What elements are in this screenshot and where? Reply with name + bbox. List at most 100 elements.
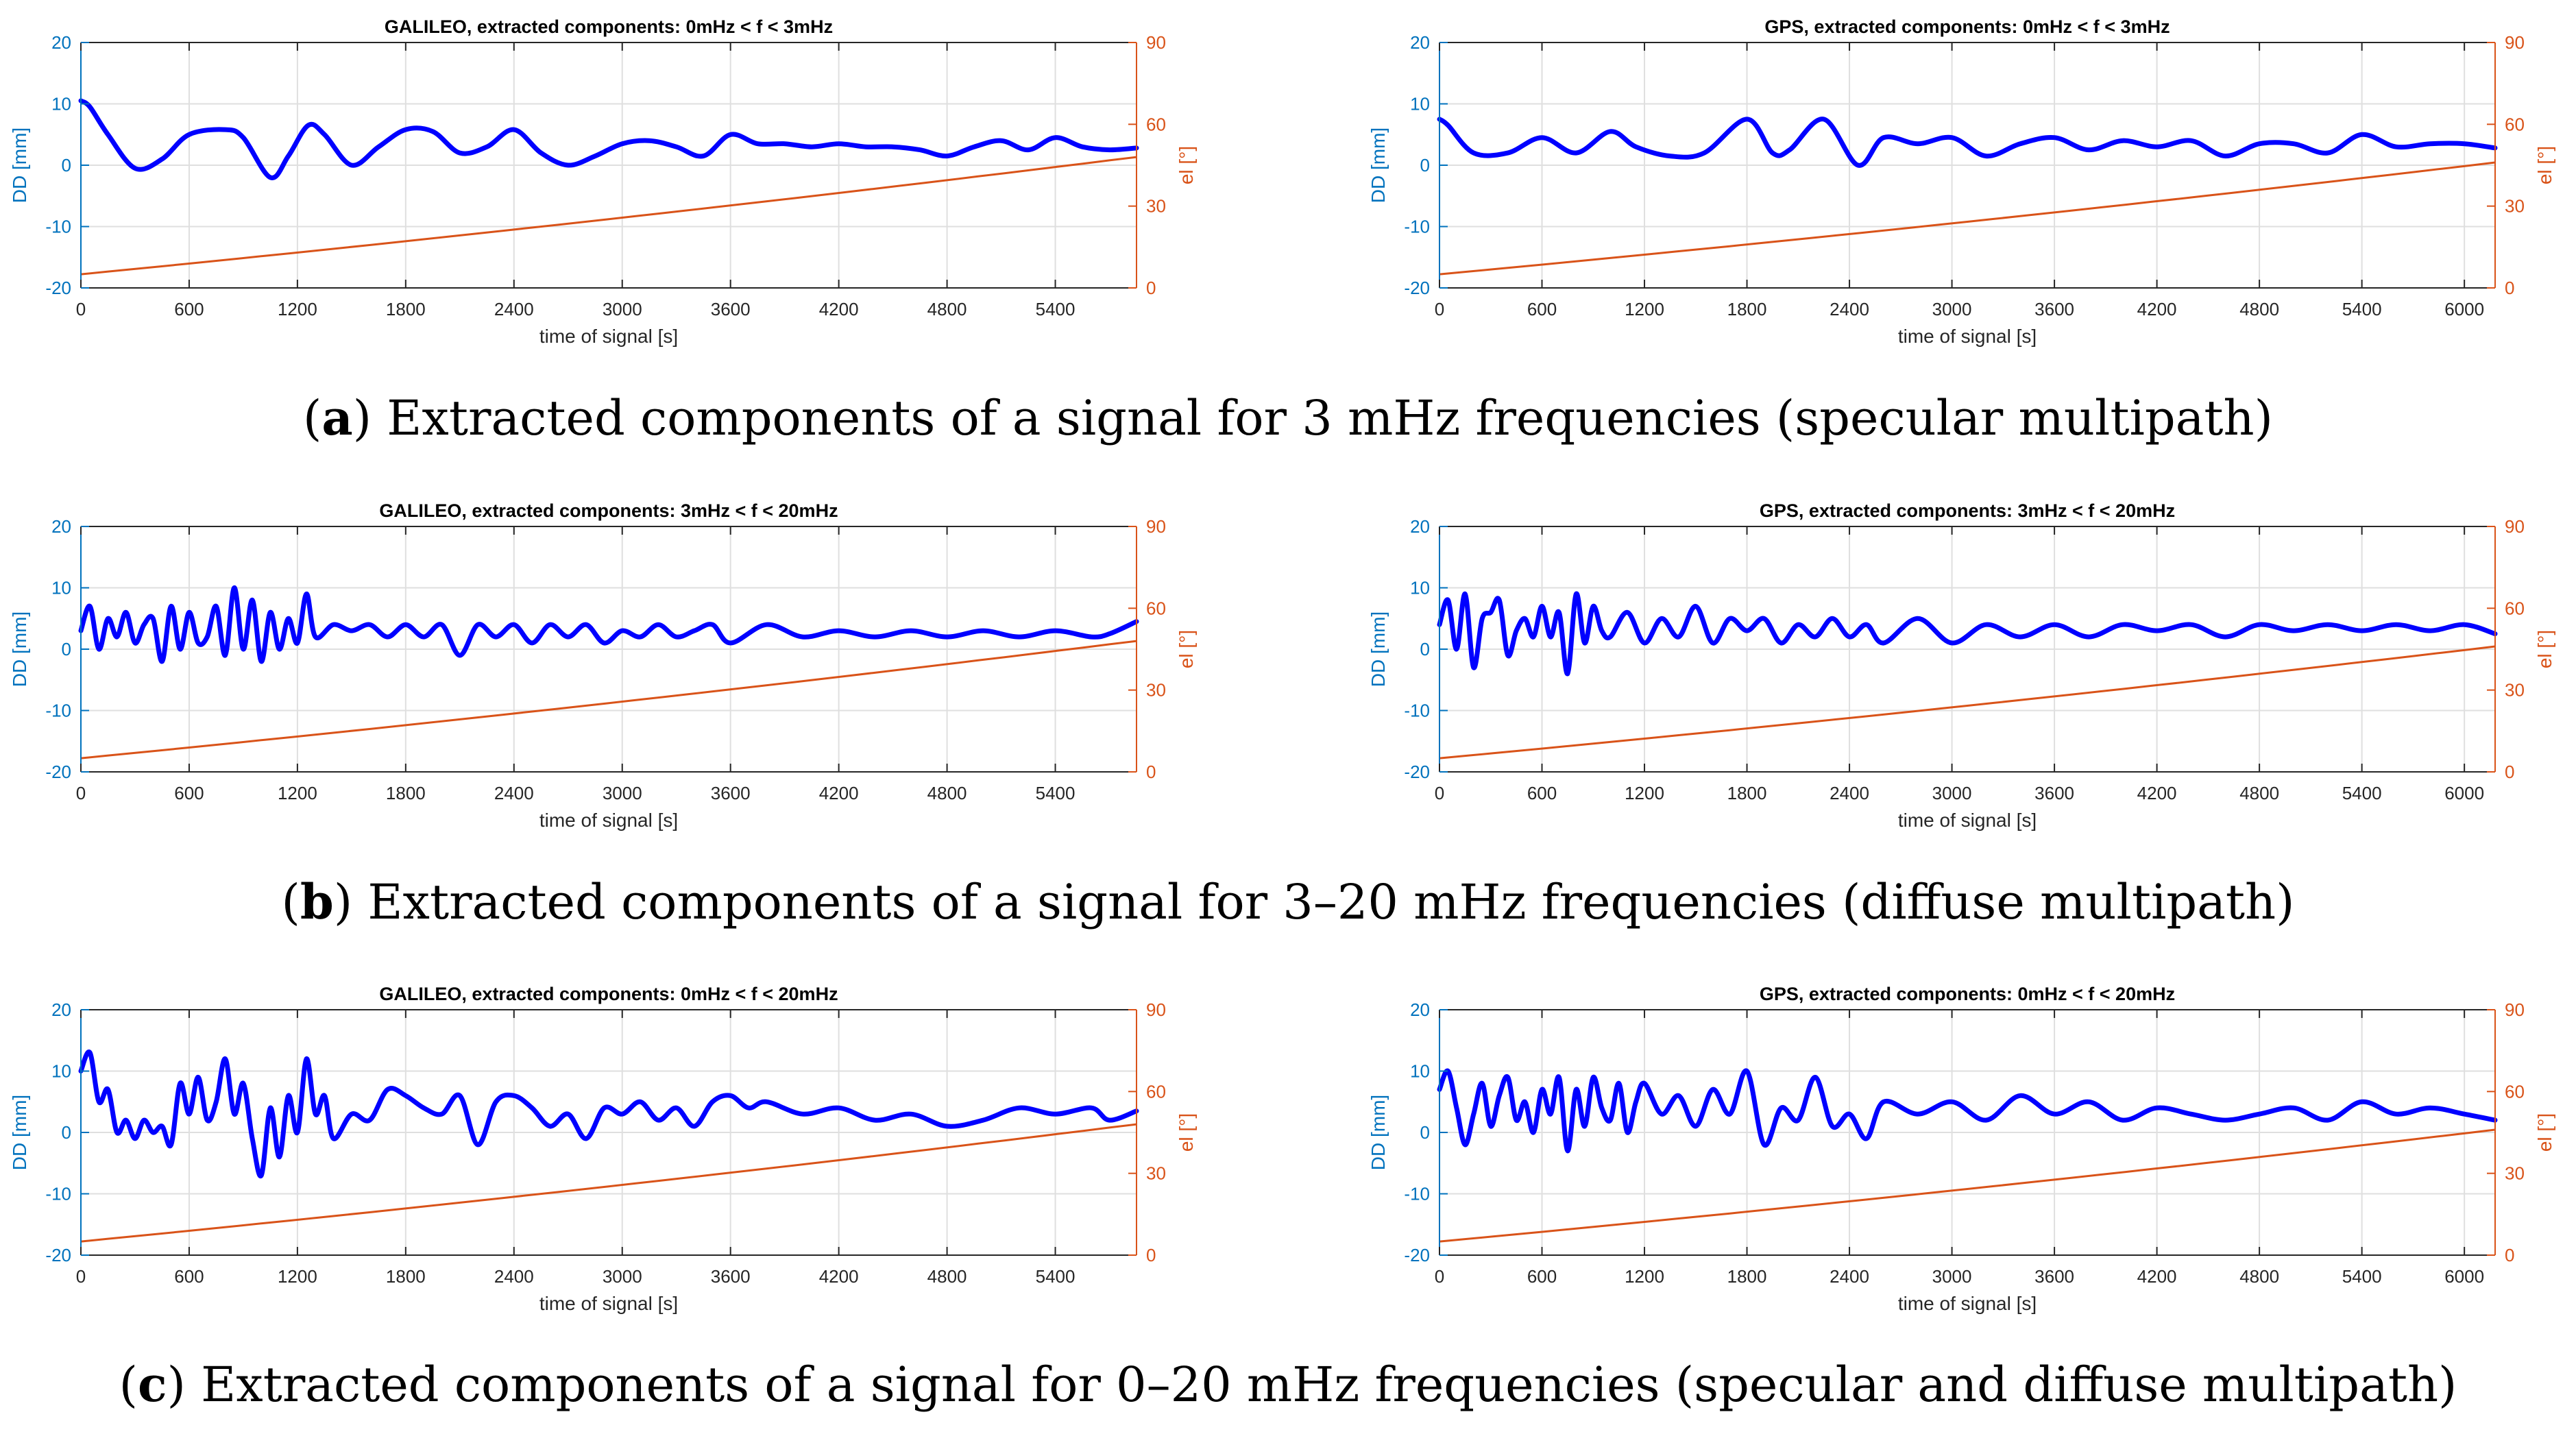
chart-title: GALILEO, extracted components: 0mHz < f …	[379, 984, 838, 1004]
y-tick-label: -20	[1404, 278, 1430, 298]
caption-b: (b) Extracted components of a signal for…	[281, 873, 2295, 930]
y2-tick-label: 30	[2505, 1163, 2525, 1184]
x-tick-label: 0	[76, 299, 86, 319]
series-el-line	[1439, 1128, 2496, 1243]
x-tick-label: 5400	[1036, 299, 1076, 319]
y2-tick-label: 0	[1146, 278, 1156, 298]
x-tick-label: 600	[1527, 299, 1557, 319]
x-tick-label: 5400	[1036, 783, 1076, 803]
x-tick-label: 5400	[2342, 299, 2382, 319]
series-dd-line	[1437, 591, 2498, 677]
y2-tick-label: 60	[1146, 114, 1166, 134]
y2-tick-label: 0	[2505, 1245, 2514, 1265]
x-tick-label: 600	[174, 1266, 204, 1287]
chart-title: GPS, extracted components: 3mHz < f < 20…	[1760, 500, 2175, 521]
x-tick-label: 1200	[278, 1266, 317, 1287]
y2-tick-label: 0	[2505, 762, 2514, 782]
y-axis-label: DD [mm]	[1368, 128, 1389, 203]
series-dd-line	[78, 585, 1139, 664]
x-tick-label: 4800	[927, 299, 967, 319]
x-axis-label: time of signal [s]	[1898, 810, 2037, 831]
chart-title: GPS, extracted components: 0mHz < f < 20…	[1760, 984, 2175, 1004]
y2-tick-label: 30	[1146, 1163, 1166, 1184]
x-axis-label: time of signal [s]	[539, 810, 678, 831]
x-tick-label: 3600	[711, 783, 751, 803]
y2-tick-label: 90	[2505, 32, 2525, 53]
y2-tick-label: 30	[2505, 196, 2525, 217]
x-axis-label: time of signal [s]	[539, 326, 678, 347]
series-el-line	[80, 640, 1137, 760]
chart-title: GPS, extracted components: 0mHz < f < 3m…	[1764, 16, 2170, 37]
x-tick-label: 3600	[2034, 299, 2074, 319]
x-tick-label: 3000	[1932, 299, 1972, 319]
series-el-line	[1439, 645, 2496, 760]
x-tick-label: 5400	[2342, 1266, 2382, 1287]
x-tick-label: 4800	[927, 783, 967, 803]
chart-title: GALILEO, extracted components: 0mHz < f …	[385, 16, 833, 37]
y-tick-label: 0	[1420, 155, 1430, 175]
x-tick-label: 600	[1527, 1266, 1557, 1287]
x-tick-label: 1200	[278, 783, 317, 803]
y2-axis-label: el [°]	[2534, 146, 2555, 184]
x-tick-label: 6000	[2444, 299, 2484, 319]
x-tick-label: 6000	[2444, 783, 2484, 803]
y-tick-label: -20	[1404, 762, 1430, 782]
y-tick-label: -20	[45, 1245, 71, 1265]
y2-axis-label: el [°]	[1176, 146, 1197, 184]
x-tick-label: 2400	[1830, 783, 1869, 803]
x-axis-label: time of signal [s]	[539, 1293, 678, 1314]
y2-tick-label: 30	[1146, 196, 1166, 217]
chart-2: 0 600 1200 1800 2400 3000 3600 4200 4800 5400 6000…	[1368, 16, 2555, 347]
x-tick-label: 4200	[2137, 299, 2177, 319]
y2-tick-label: 90	[1146, 516, 1166, 537]
y-tick-label: 20	[1410, 32, 1430, 53]
series-el-line	[1439, 161, 2496, 276]
y-tick-label: 10	[1410, 1061, 1430, 1082]
y2-axis-label: el [°]	[1176, 1113, 1197, 1152]
x-tick-label: 3000	[603, 1266, 642, 1287]
y-tick-label: 0	[62, 1122, 71, 1143]
x-tick-label: 3600	[711, 1266, 751, 1287]
x-tick-label: 1200	[1625, 1266, 1664, 1287]
caption-b-text: Extracted components of a signal for 3–2…	[367, 874, 2295, 930]
chart-5: 0 600 1200 1800 2400 3000 3600 4200 4800 5400-20-…	[9, 984, 1197, 1314]
y2-tick-label: 0	[1146, 762, 1156, 782]
x-tick-label: 1800	[1727, 783, 1767, 803]
y-tick-label: -10	[1404, 217, 1430, 237]
y-tick-label: 0	[62, 155, 71, 175]
x-tick-label: 4200	[819, 783, 859, 803]
x-tick-label: 4800	[2239, 783, 2279, 803]
y2-tick-label: 90	[1146, 32, 1166, 53]
chart-6: 0 600 1200 1800 2400 3000 3600 4200 4800 5400 6000…	[1368, 984, 2555, 1314]
x-tick-label: 2400	[1830, 299, 1869, 319]
y-tick-label: 10	[1410, 94, 1430, 114]
y-tick-label: -20	[45, 762, 71, 782]
caption-a-text: Extracted components of a signal for 3 m…	[387, 390, 2273, 446]
y2-tick-label: 60	[1146, 1081, 1166, 1102]
x-tick-label: 1800	[1727, 299, 1767, 319]
series-dd-line	[78, 98, 1139, 180]
y2-axis-label: el [°]	[2534, 1113, 2555, 1152]
y-tick-label: 0	[62, 639, 71, 659]
x-tick-label: 600	[174, 299, 204, 319]
x-tick-label: 4200	[2137, 783, 2177, 803]
y2-tick-label: 30	[2505, 680, 2525, 701]
chart-1: 0 600 1200 1800 2400 3000 3600 4200 4800 5400-20-…	[9, 16, 1197, 347]
y-tick-label: 0	[1420, 639, 1430, 659]
x-tick-label: 0	[1435, 299, 1444, 319]
x-tick-label: 4200	[2137, 1266, 2177, 1287]
y2-tick-label: 60	[2505, 1081, 2525, 1102]
x-tick-label: 0	[76, 1266, 86, 1287]
y-tick-label: 20	[51, 516, 71, 537]
x-tick-label: 1200	[1625, 299, 1664, 319]
y-tick-label: 20	[1410, 999, 1430, 1020]
y2-tick-label: 0	[1146, 1245, 1156, 1265]
series-dd-line	[78, 1049, 1139, 1179]
caption-a-letter: a	[321, 389, 353, 446]
x-tick-label: 1200	[1625, 783, 1664, 803]
x-tick-label: 2400	[494, 299, 534, 319]
x-tick-label: 2400	[494, 1266, 534, 1287]
caption-c-letter: c	[137, 1356, 167, 1413]
y2-tick-label: 0	[2505, 278, 2514, 298]
